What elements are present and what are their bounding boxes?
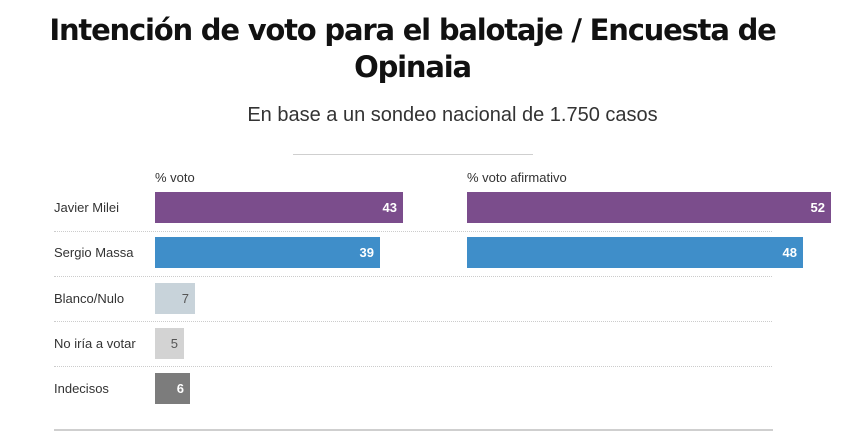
data-label-voto-blanco-nulo: 7 (181, 291, 189, 306)
panel-header-voto: % voto (155, 170, 195, 185)
chart-title: Intención de voto para el balotaje / Enc… (49, 13, 776, 84)
chart-subtitle: En base a un sondeo nacional de 1.750 ca… (247, 104, 658, 126)
row-separator (54, 321, 772, 322)
category-label-sergio-massa: Sergio Massa (54, 245, 134, 260)
category-label-blanco-nulo: Blanco/Nulo (54, 291, 125, 306)
bar-voto-blanco-nulo (155, 283, 195, 314)
data-label-afirmativo-sergio-massa: 48 (782, 245, 797, 260)
row-separator (54, 366, 772, 367)
bar-voto-sergio-massa (155, 237, 380, 268)
data-label-voto-no-iria-a-votar: 5 (170, 336, 178, 351)
bar-voto-no-iria-a-votar (155, 328, 184, 359)
data-label-voto-indecisos: 6 (176, 381, 184, 396)
row-separator (54, 276, 772, 277)
bar-voto-javier-milei (155, 192, 403, 223)
category-label-indecisos: Indecisos (54, 381, 109, 396)
panel-header-voto-afirmativo: % voto afirmativo (467, 170, 567, 185)
category-label-javier-milei: Javier Milei (54, 200, 120, 215)
data-label-voto-javier-milei: 43 (382, 200, 397, 215)
bottom-divider (54, 429, 773, 431)
data-label-voto-sergio-massa: 39 (359, 245, 374, 260)
bar-voto-indecisos (155, 373, 190, 404)
row-separator (54, 231, 772, 232)
title-divider (293, 154, 533, 155)
bar-afirmativo-sergio-massa (467, 237, 803, 268)
category-label-no-iria-a-votar: No iría a votar (54, 336, 136, 351)
bar-afirmativo-javier-milei (467, 192, 831, 223)
data-label-afirmativo-javier-milei: 52 (810, 200, 825, 215)
